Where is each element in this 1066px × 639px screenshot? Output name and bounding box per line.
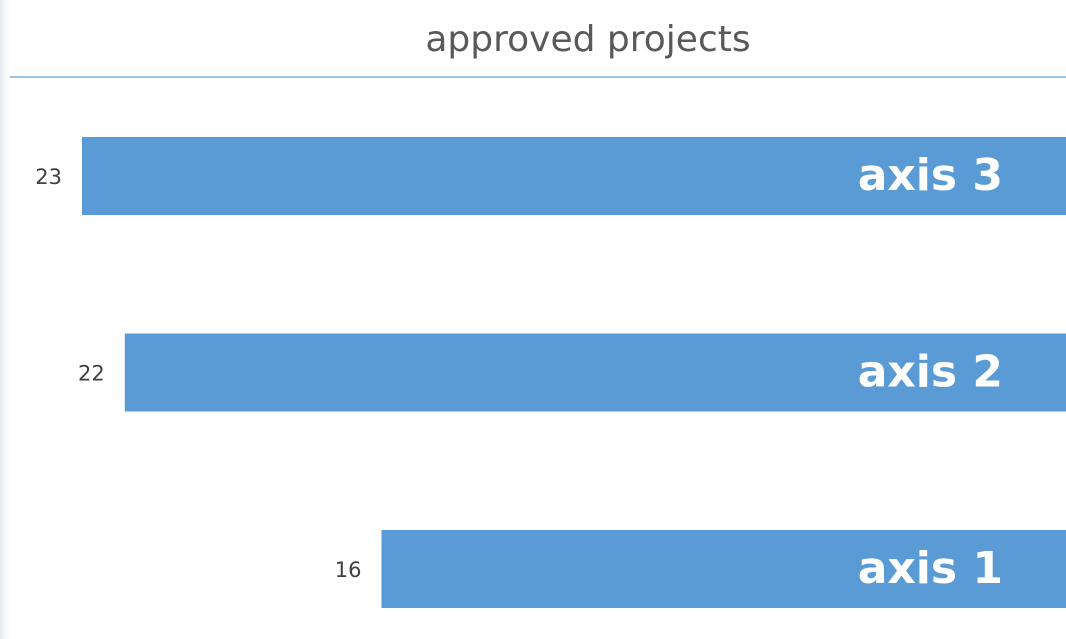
chart-title: approved projects <box>425 19 750 60</box>
value-label: 23 <box>35 165 62 189</box>
bar <box>124 333 1066 412</box>
edge-shade <box>0 0 14 639</box>
value-label: 22 <box>78 362 105 386</box>
bar <box>82 137 1066 215</box>
category-label: axis 2 <box>858 347 1003 398</box>
category-label: axis 3 <box>858 150 1003 201</box>
category-label: axis 1 <box>858 543 1003 594</box>
value-label: 16 <box>335 558 362 582</box>
bar <box>381 530 1066 608</box>
